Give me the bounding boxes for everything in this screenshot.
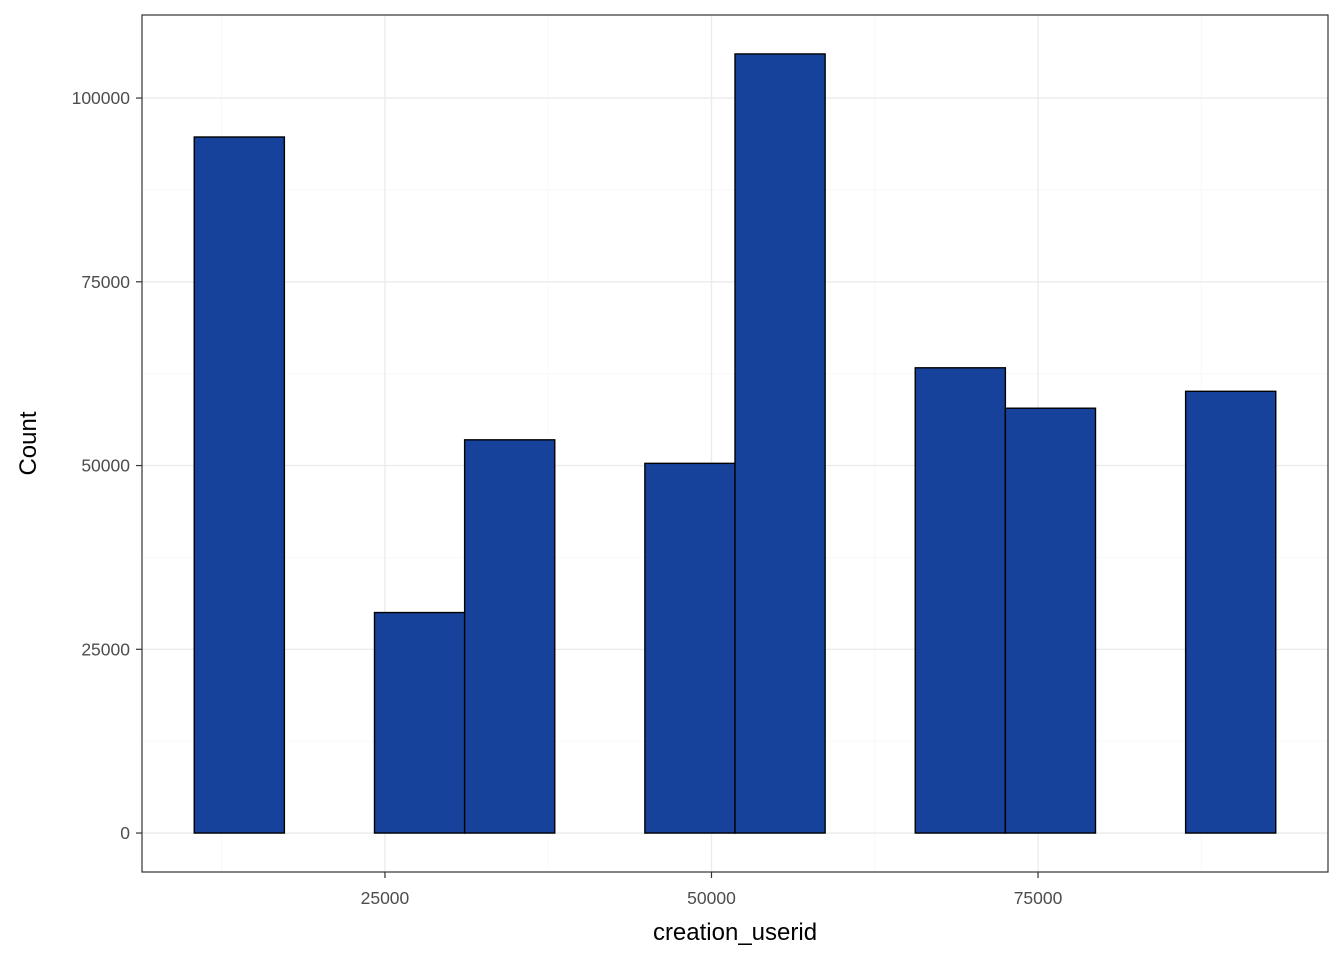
y-axis-title: Count bbox=[15, 411, 42, 475]
histogram-bar bbox=[193, 136, 286, 834]
y-tick-label: 0 bbox=[120, 823, 130, 843]
histogram-bar bbox=[734, 53, 826, 834]
y-tick-label: 75000 bbox=[81, 272, 130, 292]
y-axis: 0 25000 50000 75000 100000 bbox=[72, 88, 142, 843]
histogram-bars bbox=[193, 53, 1277, 834]
x-axis: 25000 50000 75000 bbox=[361, 872, 1063, 908]
x-tick-label: 75000 bbox=[1014, 888, 1063, 908]
histogram-bar bbox=[373, 611, 466, 834]
x-axis-title: creation_userid bbox=[653, 919, 817, 946]
histogram-bar bbox=[914, 367, 1007, 834]
plot-panel-border bbox=[141, 14, 1329, 873]
histogram-bar bbox=[644, 462, 736, 834]
y-tick-label: 50000 bbox=[81, 456, 130, 476]
x-tick-label: 25000 bbox=[361, 888, 410, 908]
y-tick-label: 100000 bbox=[72, 88, 131, 108]
histogram-bar bbox=[1004, 407, 1097, 834]
histogram-bar bbox=[463, 439, 556, 834]
y-tick-label: 25000 bbox=[81, 639, 130, 659]
x-tick-label: 50000 bbox=[687, 888, 736, 908]
histogram-bar bbox=[1184, 390, 1277, 834]
